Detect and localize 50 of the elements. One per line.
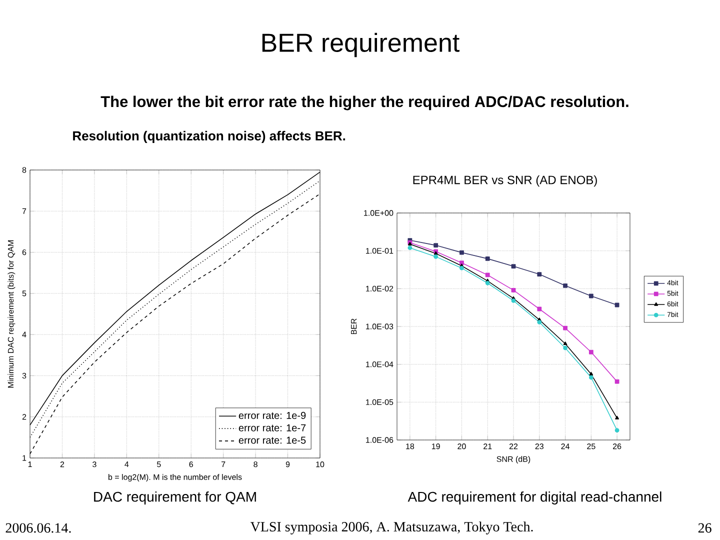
text: 2006.06.14. [6,523,71,533]
x-tick-label: 6 [189,462,193,468]
y-tick-label: 1 [22,455,26,461]
y-tick-label: 3 [22,372,26,379]
chart-title: EPR4ML BER vs SNR (AD ENOB) [413,175,597,187]
text: VLSI symposia 2006, A. Matsuzawa, Tokyo Tech. [250,522,533,534]
y-tick-label: 1.0E+00 [364,210,394,216]
text: 26 [698,523,712,533]
x-tick-label: 1 [28,462,32,468]
text: The lower the bit error rate the higher the required ADC/DAC resolution. [100,96,628,110]
y-tick-label: 1.0E-01 [366,248,394,254]
y-tick-label: 7 [22,208,26,214]
x-tick-label: 9 [286,462,290,468]
text: DAC requirement for QAM [94,491,256,505]
y-axis-title: BER [351,318,357,334]
y-tick-label: 1.0E-03 [366,324,394,330]
y-tick-label: 1.0E-04 [366,361,394,368]
x-axis-title: b = log2(M). M is the number of levels [108,474,242,482]
legend-label: error rate: 1e-7 [238,424,306,432]
y-tick-label: 6 [22,249,26,256]
x-tick-label: 4 [124,462,129,468]
text: Resolution (quantization noise) affects BER. [73,130,346,144]
y-tick-label: 4 [22,332,26,338]
x-tick-label: 8 [254,462,258,468]
x-tick-label: 20 [458,444,466,450]
x-tick-label: 26 [613,444,622,450]
legend-label: error rate: 1e-5 [238,436,306,444]
y-tick-label: 8 [22,167,26,173]
x-tick-label: 24 [561,444,570,450]
x-tick-label: 21 [484,444,492,450]
x-tick-label: 3 [92,462,96,468]
x-tick-label: 7 [222,462,226,468]
x-tick-label: 19 [432,444,440,450]
x-tick-label: 10 [316,462,324,468]
x-tick-label: 23 [535,444,544,450]
x-axis-title: SNR (dB) [496,456,530,464]
x-tick-label: 5 [156,462,161,468]
y-tick-label: 2 [22,414,26,420]
x-tick-label: 25 [587,444,596,450]
y-tick-label: 1.0E-02 [366,286,394,292]
y-tick-label: 1.0E-06 [366,437,394,443]
text: ADC requirement for digital read-channel [408,491,662,505]
x-tick-label: 22 [509,444,518,450]
y-tick-label: 5 [22,290,26,296]
y-tick-label: 1.0E-05 [366,399,394,405]
x-tick-label: 18 [406,444,414,450]
legend-label: error rate: 1e-9 [238,412,306,419]
y-axis-title: Minimum DAC requirement (bits) for QAM [8,240,16,388]
x-tick-label: 2 [60,462,64,468]
text: BER requirement [262,32,460,58]
